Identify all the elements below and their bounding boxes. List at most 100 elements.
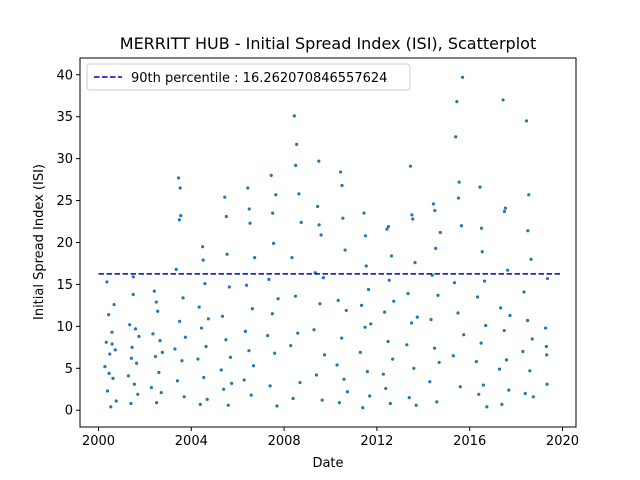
data-point — [456, 196, 461, 200]
y-tick-label: 30 — [56, 152, 73, 167]
data-points — [103, 75, 550, 410]
data-point — [342, 377, 346, 381]
data-point — [321, 276, 325, 280]
data-point — [203, 281, 207, 286]
data-point — [545, 276, 550, 281]
data-point — [344, 308, 348, 313]
data-point — [480, 250, 484, 254]
data-point — [202, 375, 206, 380]
data-point — [273, 351, 277, 355]
data-point — [502, 328, 506, 333]
data-point — [159, 391, 163, 395]
data-point — [253, 256, 257, 260]
data-point — [508, 313, 512, 318]
data-point — [459, 224, 464, 228]
data-point — [530, 337, 534, 341]
data-point — [271, 241, 276, 245]
data-point — [365, 370, 369, 374]
data-point — [105, 280, 109, 284]
data-point — [452, 281, 457, 285]
data-point — [113, 348, 117, 352]
legend-box — [86, 63, 411, 91]
data-point — [225, 252, 229, 256]
x-tick-label: 2012 — [360, 434, 393, 449]
data-point — [149, 385, 153, 390]
data-point — [271, 211, 275, 215]
x-tick-label: 2000 — [82, 434, 115, 449]
data-point — [251, 364, 256, 368]
data-point — [129, 401, 133, 406]
data-point — [318, 302, 322, 306]
data-point — [436, 293, 440, 297]
data-point — [133, 327, 138, 331]
data-point — [526, 318, 530, 323]
data-point — [438, 230, 442, 235]
data-point — [343, 248, 347, 252]
data-point — [128, 323, 132, 327]
data-point — [405, 343, 409, 347]
data-point — [316, 204, 320, 209]
data-point — [136, 392, 140, 396]
data-point — [296, 331, 300, 335]
data-point — [386, 339, 390, 344]
data-point — [391, 357, 395, 361]
data-point — [158, 339, 162, 343]
data-point — [129, 356, 133, 360]
data-point — [103, 365, 107, 369]
data-point — [276, 297, 280, 301]
data-point — [219, 368, 223, 372]
data-point — [220, 314, 225, 318]
data-point — [455, 100, 459, 104]
data-point — [368, 394, 372, 398]
data-point — [437, 360, 441, 365]
data-point — [337, 401, 341, 405]
data-point — [543, 326, 548, 330]
data-point — [522, 290, 526, 294]
data-point — [198, 402, 202, 406]
data-point — [460, 75, 465, 79]
data-point — [176, 176, 181, 180]
data-point — [457, 180, 461, 184]
data-point — [545, 353, 549, 357]
data-point — [340, 183, 344, 188]
data-point — [153, 354, 158, 359]
data-point — [312, 328, 316, 332]
data-point — [107, 313, 111, 317]
data-point — [201, 258, 205, 262]
data-point — [206, 317, 210, 321]
data-point — [527, 193, 531, 197]
data-point — [295, 142, 299, 146]
data-point — [111, 376, 115, 380]
data-point — [319, 233, 323, 237]
data-point — [182, 395, 186, 399]
x-tick-label: 2020 — [546, 434, 579, 449]
data-point — [433, 209, 437, 213]
data-point — [523, 391, 527, 396]
data-point — [529, 257, 533, 261]
data-point — [152, 289, 156, 293]
data-point — [154, 300, 158, 304]
data-point — [227, 285, 231, 289]
data-point — [524, 119, 529, 123]
data-point — [474, 359, 478, 364]
plot-frame — [79, 57, 577, 428]
data-point — [479, 341, 483, 345]
data-point — [247, 349, 251, 353]
data-point — [428, 380, 432, 384]
data-point — [506, 268, 510, 272]
y-tick-label: 0 — [65, 404, 73, 419]
y-tick-label: 40 — [56, 68, 73, 83]
data-point — [174, 267, 178, 271]
data-point — [479, 226, 484, 230]
x-tick-label: 2016 — [453, 434, 486, 449]
data-point — [269, 173, 273, 178]
data-point — [107, 371, 111, 375]
y-tick-label: 10 — [56, 320, 73, 335]
data-point — [335, 363, 339, 367]
data-point — [363, 234, 368, 238]
chart-title: MERRITT HUB - Initial Spread Index (ISI)… — [120, 34, 536, 53]
data-point — [409, 321, 414, 325]
data-point — [151, 332, 155, 336]
data-point — [244, 283, 249, 287]
